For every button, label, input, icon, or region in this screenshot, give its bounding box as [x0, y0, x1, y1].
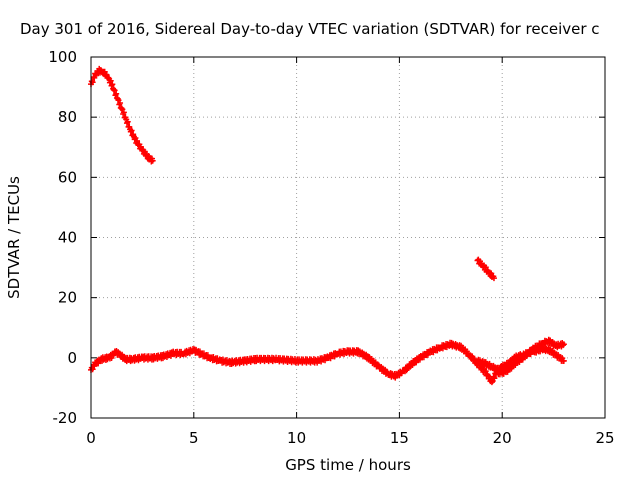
y-tick-label: 40: [58, 229, 77, 247]
axis-ticks: 0 5 10 15 20 25 -20 0 20 40 60 80 100: [48, 48, 614, 447]
plot-frame: [90, 56, 606, 419]
data-point: [488, 379, 495, 386]
data-point: [107, 77, 114, 84]
data-point: [482, 368, 489, 375]
plot-area: [88, 65, 567, 386]
data-point: [105, 74, 112, 81]
y-tick-label: 100: [48, 48, 77, 66]
x-tick-label: 20: [493, 429, 512, 447]
data-point: [120, 109, 127, 116]
data-point: [560, 341, 567, 348]
data-point: [490, 275, 497, 282]
x-tick-label: 0: [86, 429, 96, 447]
data-point: [113, 90, 120, 97]
data-point: [491, 375, 498, 382]
chart-title: Day 301 of 2016, Sidereal Day-to-day VTE…: [20, 20, 600, 38]
data-point: [134, 137, 141, 144]
x-tick-label: 15: [390, 429, 409, 447]
data-point: [88, 78, 95, 85]
x-axis-label: GPS time / hours: [285, 456, 411, 474]
data-point: [111, 87, 118, 94]
y-tick-label: 80: [58, 108, 77, 126]
data-point: [560, 357, 567, 364]
data-point: [149, 157, 156, 164]
y-tick-label: -20: [53, 409, 78, 427]
y-tick-label: 0: [67, 349, 77, 367]
data-point: [109, 81, 116, 88]
y-axis-label: SDTVAR / TECUs: [5, 176, 23, 299]
x-tick-label: 5: [189, 429, 199, 447]
x-tick-label: 10: [287, 429, 306, 447]
data-point: [118, 105, 125, 112]
data-point: [560, 342, 567, 349]
x-tick-label: 25: [595, 429, 614, 447]
data-point: [128, 127, 135, 134]
y-tick-label: 60: [58, 168, 77, 186]
data-point: [117, 99, 124, 106]
data-point: [91, 74, 98, 81]
y-tick-label: 20: [58, 289, 77, 307]
data-point: [124, 118, 131, 125]
grid-lines: [91, 57, 605, 418]
data-point: [141, 148, 148, 155]
